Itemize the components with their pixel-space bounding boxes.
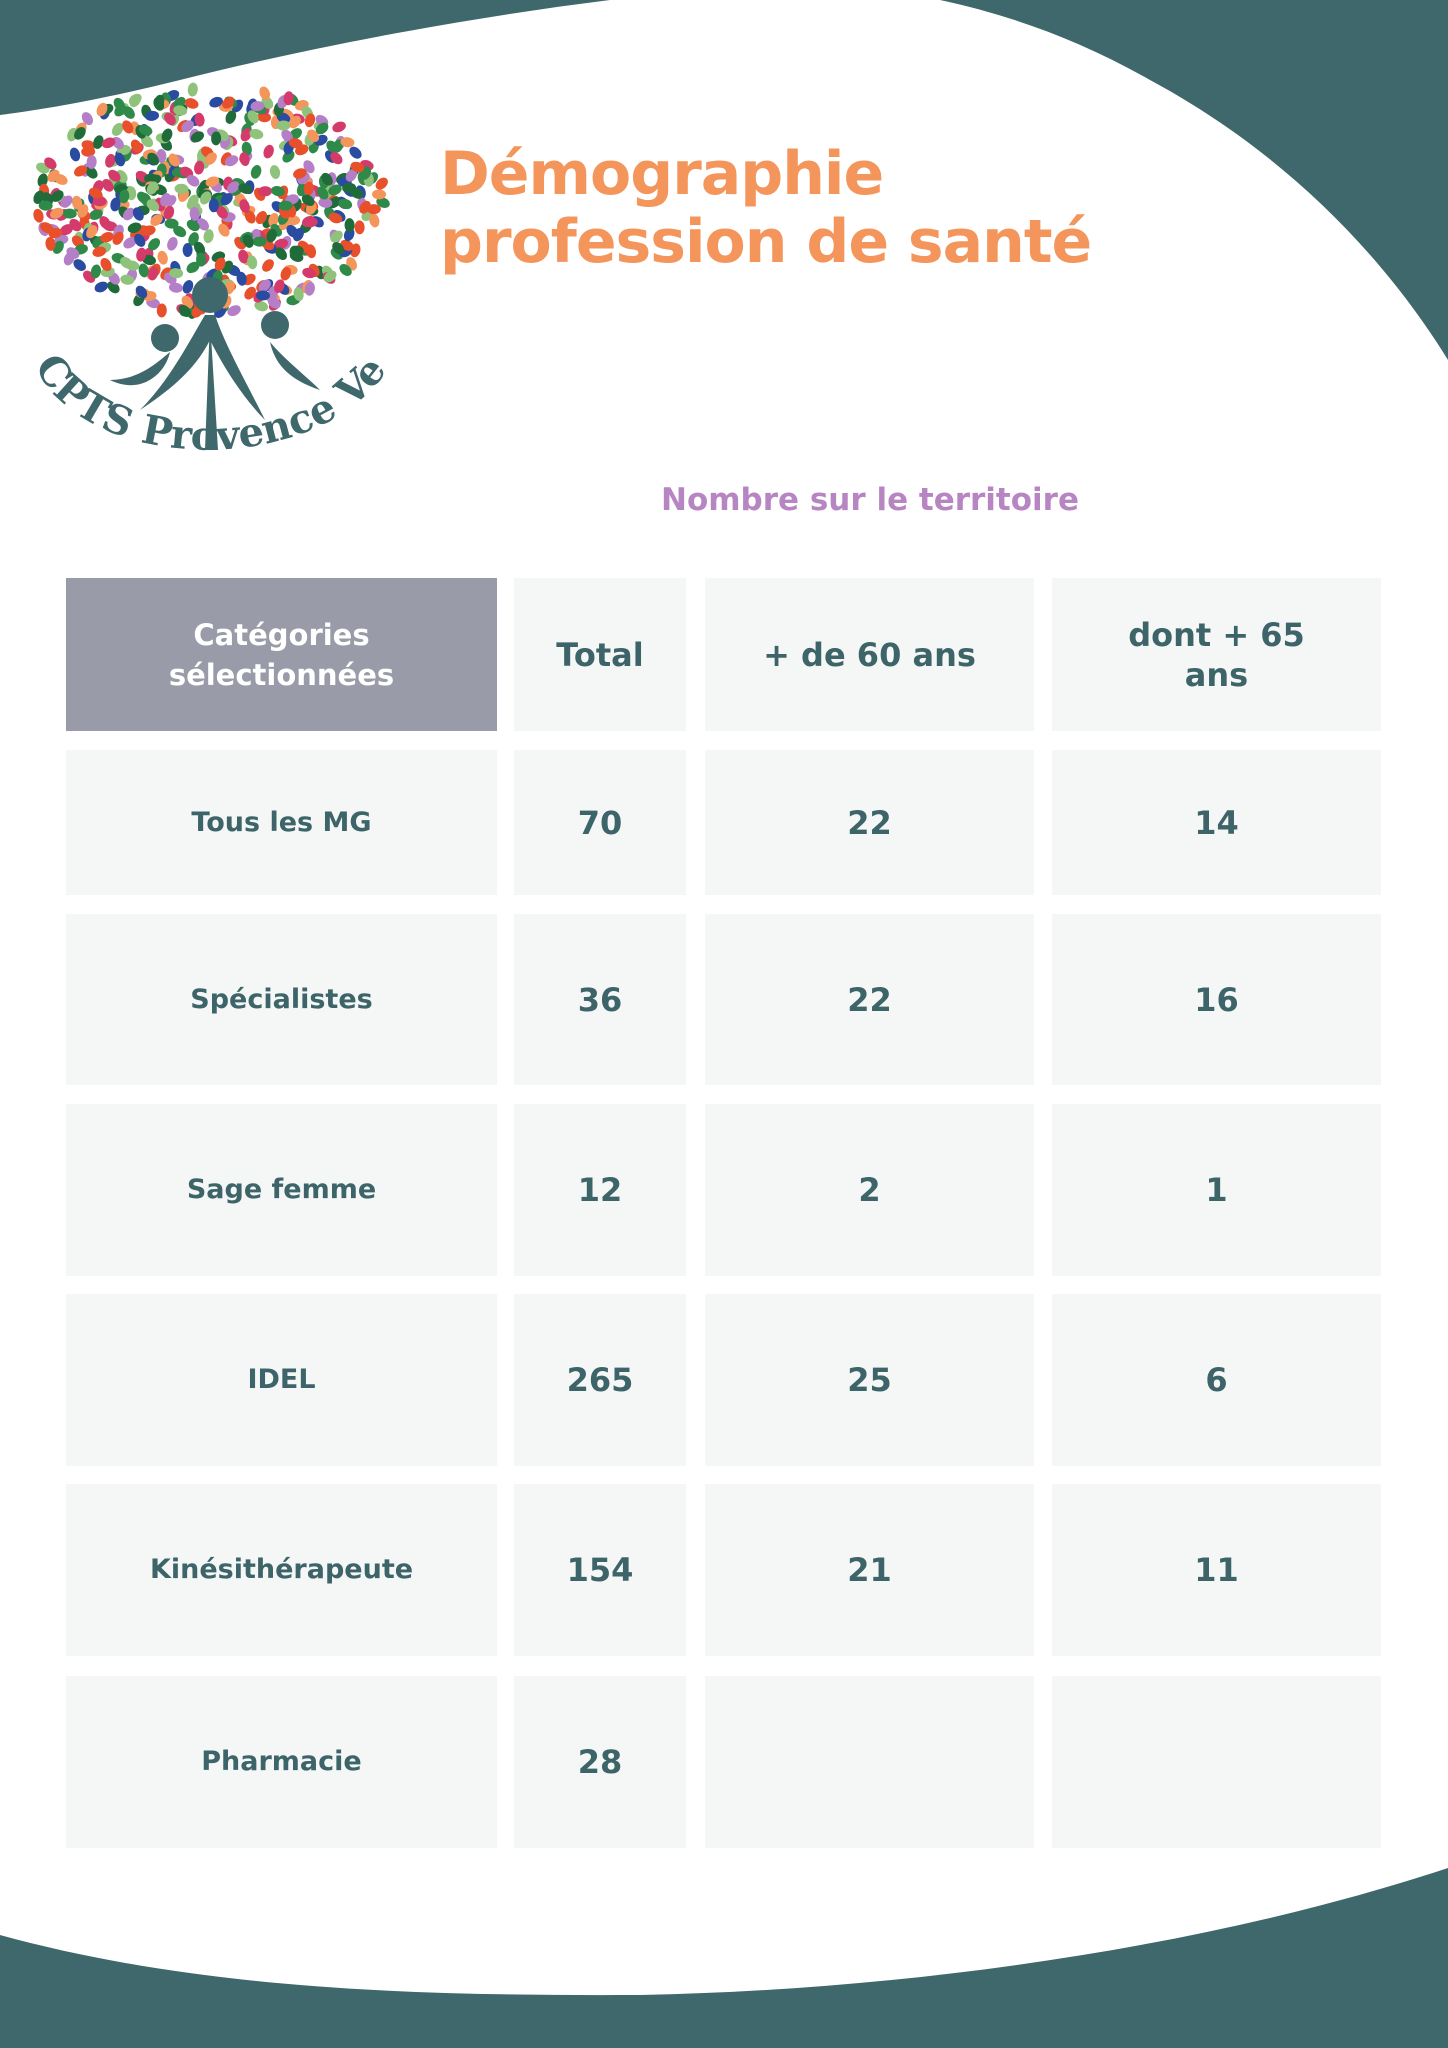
cell-total: 12: [514, 1104, 686, 1276]
header-total: Total: [514, 578, 686, 731]
top-left-wave: [0, 0, 610, 115]
header-over-65: dont + 65 ans: [1052, 578, 1381, 731]
title-line-2: profession de santé: [440, 207, 1092, 277]
page-title: Démographie profession de santé: [440, 139, 1092, 277]
cpts-logo: CPTS Provence Verte: [20, 80, 395, 460]
top-right-wave: [940, 0, 1448, 360]
cell-total: 70: [514, 750, 686, 895]
bottom-wave: [0, 1868, 1448, 2048]
cell-total: 36: [514, 914, 686, 1085]
cell-category: Spécialistes: [66, 914, 497, 1085]
table-subtitle: Nombre sur le territoire: [661, 482, 1079, 518]
header-over-60: + de 60 ans: [705, 578, 1034, 731]
title-line-1: Démographie: [440, 139, 884, 209]
cell-over-60: 25: [705, 1294, 1034, 1466]
header-category: Catégories sélectionnées: [66, 578, 497, 731]
cell-over-65: 16: [1052, 914, 1381, 1085]
cell-total: 265: [514, 1294, 686, 1466]
cell-total: 154: [514, 1484, 686, 1656]
cell-over-65: 11: [1052, 1484, 1381, 1656]
cell-over-65: 14: [1052, 750, 1381, 895]
cell-total: 28: [514, 1676, 686, 1848]
cell-over-60: [705, 1676, 1034, 1848]
cell-over-60: 22: [705, 914, 1034, 1085]
cell-over-60: 2: [705, 1104, 1034, 1276]
cell-over-65: 6: [1052, 1294, 1381, 1466]
cell-over-60: 22: [705, 750, 1034, 895]
cell-category: Kinésithérapeute: [66, 1484, 497, 1656]
cell-over-65: [1052, 1676, 1381, 1848]
cell-category: Pharmacie: [66, 1676, 497, 1848]
cell-category: IDEL: [66, 1294, 497, 1466]
cell-over-60: 21: [705, 1484, 1034, 1656]
cell-category: Sage femme: [66, 1104, 497, 1276]
cell-category: Tous les MG: [66, 750, 497, 895]
cell-over-65: 1: [1052, 1104, 1381, 1276]
